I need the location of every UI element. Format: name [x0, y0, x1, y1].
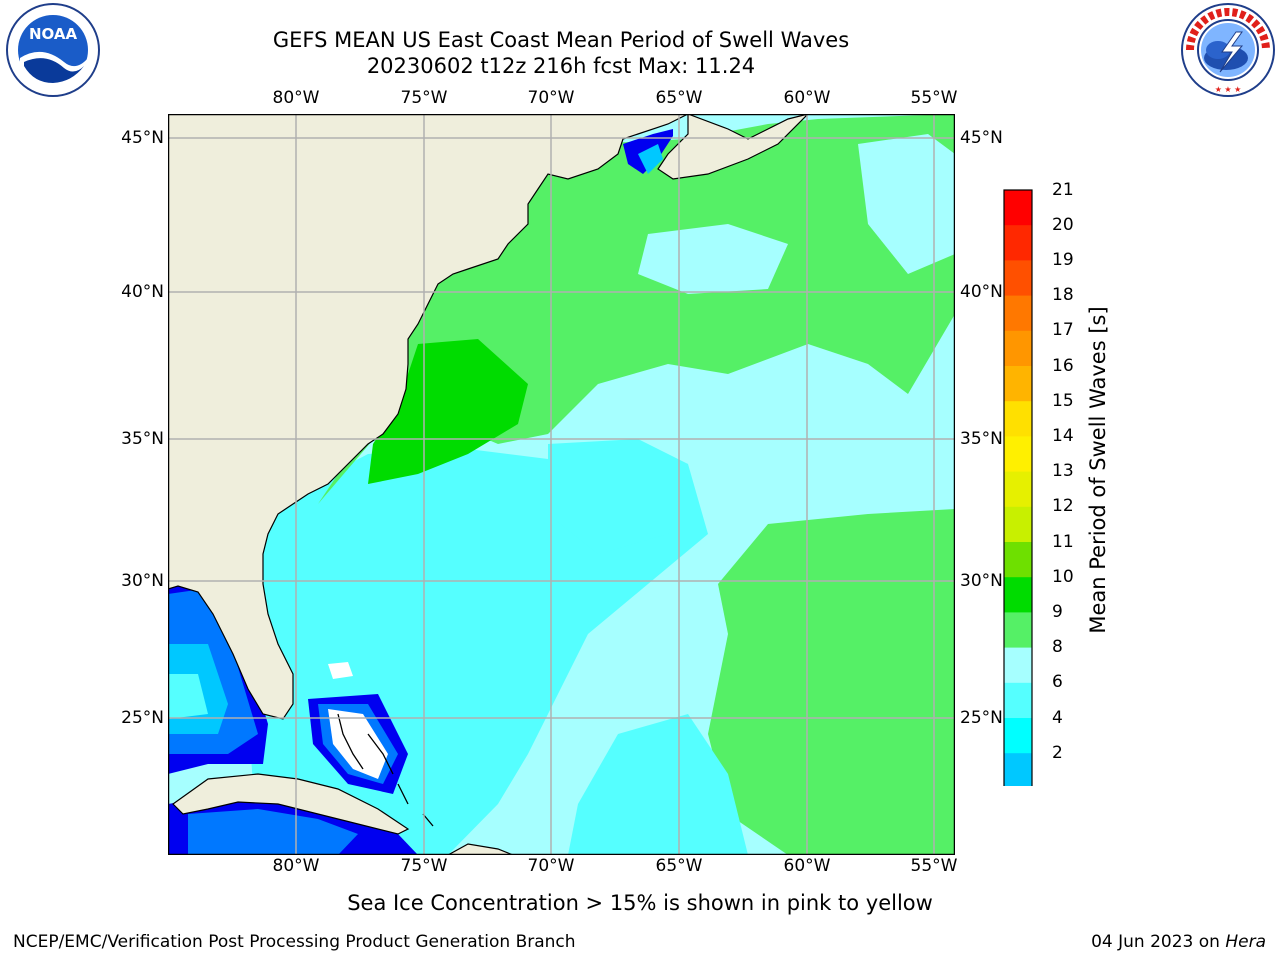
lat-label-right: 40°N: [960, 282, 1003, 302]
colorbar-segment: [1004, 718, 1032, 754]
footer-date-text: 04 Jun 2023 on: [1091, 932, 1226, 952]
lon-label-bottom: 55°W: [910, 856, 958, 876]
lon-label-top: 60°W: [783, 88, 831, 108]
gridlines: [168, 114, 955, 855]
colorbar-segment: [1004, 190, 1032, 226]
lon-label-top: 80°W: [272, 88, 320, 108]
colorbar-label: 16: [1052, 356, 1074, 376]
colorbar-label: 13: [1052, 461, 1074, 481]
colorbar-segment: [1004, 753, 1032, 786]
colorbar-segment: [1004, 682, 1032, 719]
map-panel: [168, 114, 955, 855]
lon-label-bottom: 80°W: [272, 856, 320, 876]
band-2-4-caribbean: [188, 809, 358, 855]
colorbar-label: 6: [1052, 672, 1063, 692]
nws-logo: ★ ★ ★: [1181, 3, 1275, 97]
band-9-10-south-east: [568, 714, 748, 855]
bahamas-islands: [337, 713, 434, 827]
colorbar-label: 10: [1052, 567, 1074, 587]
footer-machine: Hera: [1225, 932, 1266, 952]
land-north-america: [168, 114, 689, 720]
noaa-wordmark: NOAA: [29, 25, 78, 43]
colorbar-label: 2: [1052, 743, 1063, 763]
colorbar-segment: [1004, 506, 1032, 543]
colorbar-outline: [1003, 189, 1033, 786]
band-9-10-north-holes: [638, 224, 788, 294]
colorbar-segment: [1004, 260, 1032, 297]
colorbar-segment: [1004, 471, 1032, 508]
lat-label-right: 25°N: [960, 708, 1003, 728]
noaa-logo: NOAA: [6, 3, 100, 97]
footer-credit: NCEP/EMC/Verification Post Processing Pr…: [13, 932, 576, 952]
lat-label-left: 45°N: [121, 128, 164, 148]
colorbar-label: 18: [1052, 285, 1074, 305]
colorbar-label: 20: [1052, 215, 1074, 235]
land-cuba: [172, 773, 410, 835]
lat-label-left: 25°N: [121, 708, 164, 728]
chart-subtitle: 20230602 t12z 216h fcst Max: 11.24: [366, 54, 756, 78]
lon-label-top: 65°W: [655, 88, 703, 108]
chart-title: GEFS MEAN US East Coast Mean Period of S…: [272, 28, 850, 52]
bahamas-bank: [328, 709, 388, 779]
colorbar-title: Mean Period of Swell Waves [s]: [1086, 306, 1110, 634]
lon-label-top: 55°W: [910, 88, 958, 108]
colorbar-segment: [1004, 330, 1032, 367]
lat-label-right: 35°N: [960, 429, 1003, 449]
colorbar: [1003, 189, 1033, 786]
band-4-6-fundy: [638, 144, 663, 174]
band-6-8-gulf: [168, 674, 208, 719]
lon-label-bottom: 75°W: [400, 856, 448, 876]
colorbar-segment: [1004, 436, 1032, 473]
colorbar-label: 19: [1052, 250, 1074, 270]
lat-label-right: 30°N: [960, 571, 1003, 591]
lon-label-bottom: 70°W: [527, 856, 575, 876]
bahamas-bank-small: [328, 662, 353, 679]
colorbar-segment: [1004, 225, 1032, 261]
lon-label-bottom: 60°W: [783, 856, 831, 876]
lon-label-top: 75°W: [400, 88, 448, 108]
colorbar-segment: [1004, 542, 1032, 578]
colorbar-segment: [1004, 577, 1032, 613]
colorbar-segment: [1004, 366, 1032, 402]
colorbar-label: 9: [1052, 602, 1063, 622]
colorbar-segment: [1004, 401, 1032, 437]
svg-text:★ ★ ★: ★ ★ ★: [1215, 85, 1242, 94]
band-6-8-central: [548, 439, 688, 554]
lat-label-left: 40°N: [121, 282, 164, 302]
colorbar-label: 15: [1052, 391, 1074, 411]
land-hispaniola: [447, 843, 514, 855]
colorbar-label: 11: [1052, 532, 1074, 552]
colorbar-label: 12: [1052, 496, 1074, 516]
band-9-10-east: [708, 509, 955, 855]
lon-label-bottom: 65°W: [655, 856, 703, 876]
colorbar-label: 8: [1052, 637, 1063, 657]
sea-ice-note: Sea Ice Concentration > 15% is shown in …: [347, 891, 933, 915]
footer-date: 04 Jun 2023 on Hera: [1091, 932, 1266, 952]
band-9-10-north-holes-2: [858, 134, 955, 274]
colorbar-segment: [1004, 647, 1032, 684]
band-10-11: [368, 339, 528, 484]
colorbar-segment: [1004, 612, 1032, 649]
lat-label-left: 35°N: [121, 429, 164, 449]
lat-label-left: 30°N: [121, 571, 164, 591]
colorbar-label: 21: [1052, 180, 1074, 200]
lat-label-right: 45°N: [960, 128, 1003, 148]
lon-label-top: 70°W: [527, 88, 575, 108]
colorbar-label: 4: [1052, 708, 1063, 728]
colorbar-label: 17: [1052, 320, 1074, 340]
colorbar-label: 14: [1052, 426, 1074, 446]
colorbar-segment: [1004, 295, 1032, 332]
